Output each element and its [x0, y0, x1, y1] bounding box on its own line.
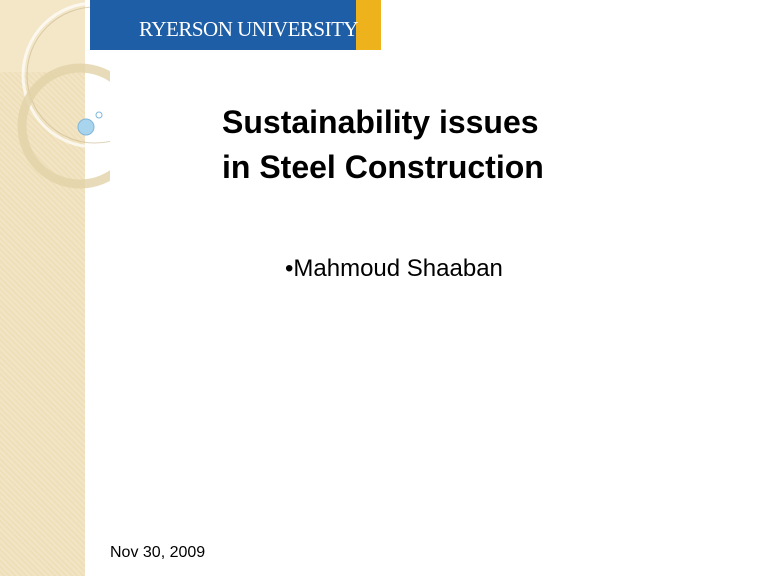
banner-accent — [356, 0, 381, 50]
title-line-1: Sustainability issues — [222, 104, 539, 140]
bullet-icon: • — [285, 255, 294, 282]
university-banner — [90, 0, 356, 50]
title-line-2: in Steel Construction — [222, 149, 544, 185]
bubble-icon — [77, 118, 95, 136]
decorative-sidebar — [0, 0, 85, 576]
sidebar-top-panel — [0, 0, 85, 72]
slide-date: Nov 30, 2009 — [110, 544, 206, 561]
author-bullet: •Mahmoud Shaaban — [285, 255, 503, 283]
decorative-circles — [17, 1, 110, 189]
university-logo: RYERSON UNIVERSITY — [139, 17, 359, 41]
slide-title: Sustainability issues in Steel Construct… — [222, 100, 544, 190]
author-name: Mahmoud Shaaban — [293, 255, 503, 282]
